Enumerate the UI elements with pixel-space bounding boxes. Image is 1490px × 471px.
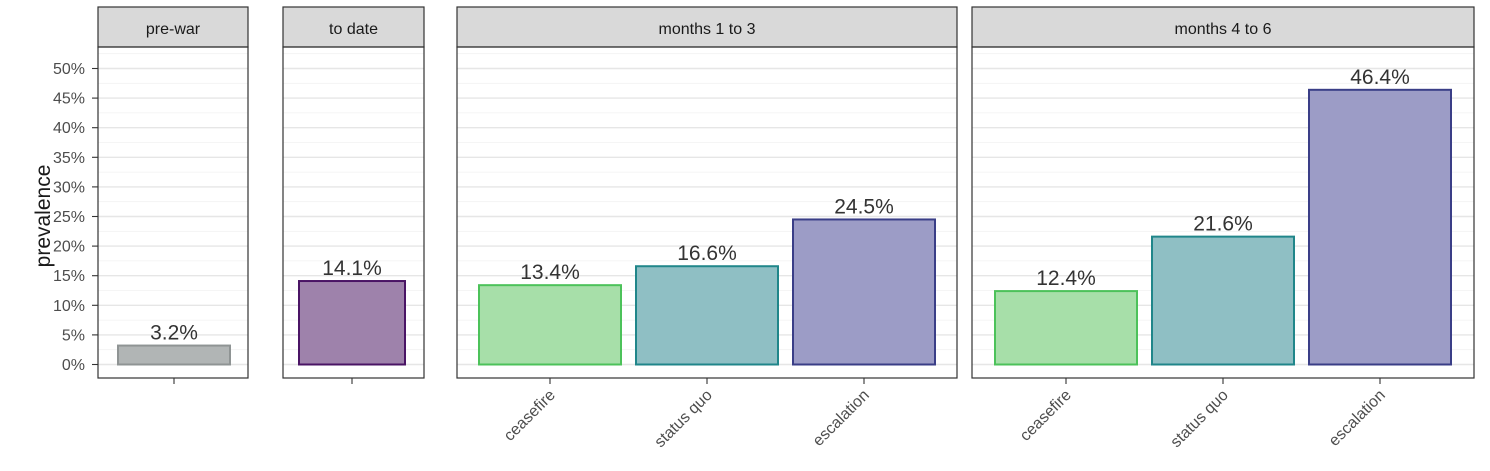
bar-value-label: 14.1% [322, 257, 382, 280]
bar [478, 284, 622, 366]
bar [994, 290, 1138, 366]
facet-strip-label: months 4 to 6 [1175, 21, 1272, 38]
facet-strip-label: pre-war [146, 21, 201, 38]
bar-value-label: 13.4% [520, 261, 580, 284]
panel-border [282, 46, 425, 379]
y-tick-label: 20% [53, 239, 85, 256]
facet-strip [456, 6, 958, 48]
x-tick-label: status quo [652, 387, 716, 451]
bar [298, 280, 406, 366]
y-tick-label: 15% [53, 268, 85, 285]
x-tick-label: ceasefire [501, 387, 559, 445]
facet-strip [971, 6, 1475, 48]
facet-strip-label: to date [329, 21, 378, 38]
panel-border [971, 46, 1475, 379]
panel-background [98, 47, 248, 378]
bar-value-label: 3.2% [150, 322, 198, 345]
bar [1151, 235, 1295, 366]
y-tick-label: 35% [53, 150, 85, 167]
facet-strip [282, 6, 425, 48]
bar-value-label: 46.4% [1350, 66, 1410, 89]
bar-value-label: 16.6% [677, 242, 737, 265]
bar [635, 265, 779, 366]
panel-border [97, 46, 249, 379]
y-axis-label: prevalence [32, 165, 55, 268]
x-tick-label: ceasefire [1017, 387, 1075, 445]
bar-value-label: 21.6% [1193, 213, 1253, 236]
y-tick-label: 5% [62, 327, 85, 344]
x-tick-label: escalation [1326, 387, 1389, 450]
bar-value-label: 24.5% [834, 195, 894, 218]
panel-border [456, 46, 958, 379]
bar [792, 218, 936, 366]
y-tick-label: 40% [53, 120, 85, 137]
y-tick-label: 45% [53, 91, 85, 108]
x-tick-label: status quo [1168, 387, 1232, 451]
facet-strip [97, 6, 249, 48]
x-tick-label: escalation [810, 387, 873, 450]
bar [1308, 88, 1452, 366]
y-tick-label: 50% [53, 61, 85, 78]
y-tick-label: 10% [53, 298, 85, 315]
bar [117, 344, 231, 366]
facet-strip-label: months 1 to 3 [659, 21, 756, 38]
y-tick-label: 0% [62, 357, 85, 374]
y-tick-label: 30% [53, 179, 85, 196]
bar-value-label: 12.4% [1036, 267, 1096, 290]
y-tick-label: 25% [53, 209, 85, 226]
